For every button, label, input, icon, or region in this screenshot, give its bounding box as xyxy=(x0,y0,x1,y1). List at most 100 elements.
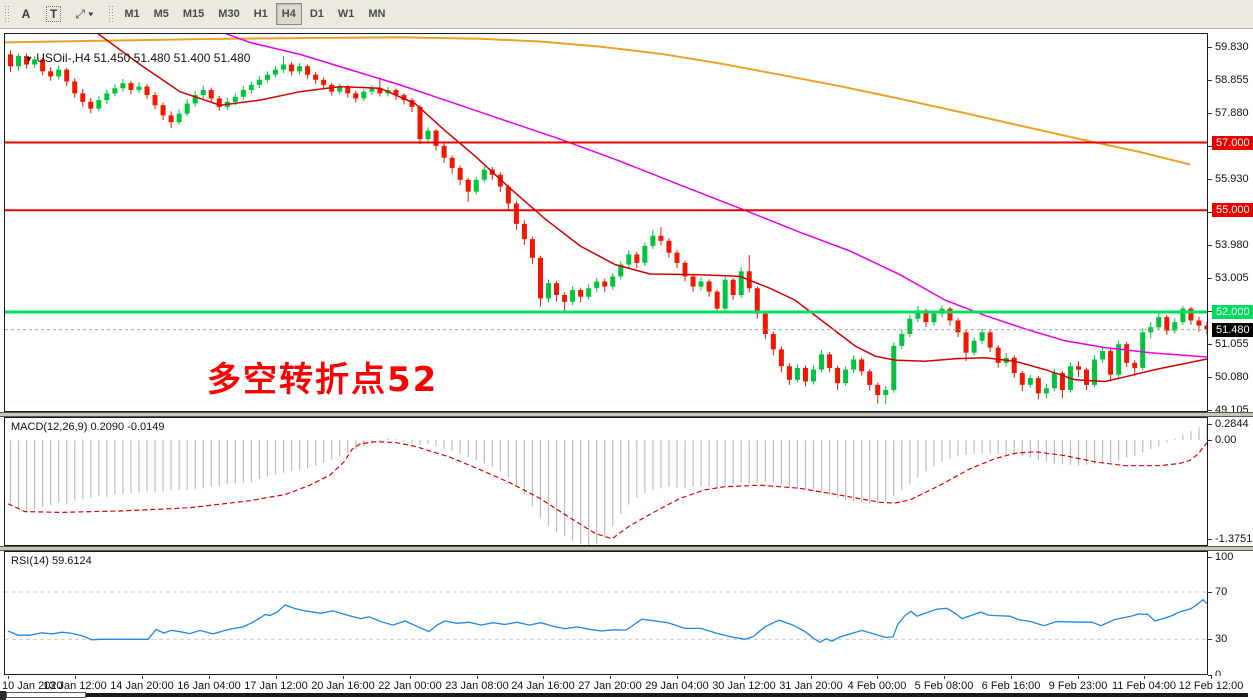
time-tick xyxy=(677,676,678,679)
time-label: 6 Feb 16:00 xyxy=(981,680,1041,692)
price-tick-label: 57.880 xyxy=(1215,107,1249,119)
price-tick-label: 53.005 xyxy=(1215,272,1249,284)
time-tick xyxy=(1078,676,1079,679)
price-tick-label: 55.930 xyxy=(1215,173,1249,185)
main-chart-panel[interactable]: ▼ USOil-,H4 51.450 51.480 51.400 51.480 xyxy=(4,33,1208,412)
time-tick xyxy=(944,676,945,679)
rsi-tick-label: 100 xyxy=(1215,551,1234,563)
macd-panel[interactable]: MACD(12,26,9) 0.2090 -0.0149 xyxy=(4,417,1208,546)
chart-title-text: USOil-,H4 51.450 51.480 51.400 51.480 xyxy=(36,51,251,65)
time-label: 11 Feb 04:00 xyxy=(1111,680,1177,692)
time-label: 5 Feb 08:00 xyxy=(914,680,974,692)
time-tick xyxy=(744,676,745,679)
price-badge-57.000: 57.000 xyxy=(1212,136,1253,150)
time-tick xyxy=(543,676,544,679)
toolbar-grip-2[interactable] xyxy=(108,4,114,24)
price-tick xyxy=(1208,80,1212,81)
rsi-canvas[interactable] xyxy=(5,552,1207,674)
panel-splitter-2[interactable] xyxy=(0,546,1253,551)
macd-histogram-layer xyxy=(9,423,1207,545)
time-label: 29 Jan 04:00 xyxy=(645,680,709,692)
macd-label: MACD(12,26,9) 0.2090 -0.0149 xyxy=(11,421,165,433)
time-label: 14 Jan 20:00 xyxy=(110,680,174,692)
price-tick xyxy=(1208,344,1212,345)
time-tick xyxy=(343,676,344,679)
time-label: 31 Jan 20:00 xyxy=(779,680,843,692)
time-tick xyxy=(1011,676,1012,679)
timeframe-toolbar: M1 M5 M15 M30 H1 H4 D1 W1 MN xyxy=(117,3,392,25)
time-tick xyxy=(8,676,9,679)
macd-canvas[interactable] xyxy=(5,418,1207,545)
time-tick xyxy=(276,676,277,679)
rsi-tick xyxy=(1208,592,1212,593)
price-tick-label: 58.855 xyxy=(1215,74,1249,86)
macd-tick xyxy=(1208,424,1212,425)
timeframe-button-w1[interactable]: W1 xyxy=(337,8,355,20)
time-tick xyxy=(209,676,210,679)
timeframe-button-m15[interactable]: M15 xyxy=(182,8,205,20)
timeframe-button-h1[interactable]: H1 xyxy=(253,8,268,20)
price-tick-label: 53.980 xyxy=(1215,239,1249,251)
time-tick xyxy=(75,676,76,679)
timeframe-button-h4[interactable]: H4 xyxy=(275,3,302,25)
text-label-icon: T xyxy=(46,6,62,22)
arrows-dropdown-button[interactable]: ⤢ ▾ xyxy=(75,6,94,21)
price-tick xyxy=(1208,245,1212,246)
macd-tick-label: 0.00 xyxy=(1215,434,1237,446)
time-tick xyxy=(1211,676,1212,679)
rsi-label: RSI(14) 59.6124 xyxy=(11,555,92,567)
time-label: 4 Feb 00:00 xyxy=(847,680,907,692)
time-label: 27 Jan 20:00 xyxy=(578,680,642,692)
toolbar-grip[interactable] xyxy=(4,4,9,24)
price-tick xyxy=(1208,146,1212,147)
time-tick xyxy=(877,676,878,679)
time-label: 13 Jan 12:00 xyxy=(43,680,107,692)
symbol-dropdown-icon[interactable]: ▼ xyxy=(24,54,34,64)
panel-splitter-1[interactable] xyxy=(0,412,1253,417)
time-label: 16 Jan 04:00 xyxy=(177,680,241,692)
price-tick xyxy=(1208,377,1212,378)
ma-slow-orange xyxy=(5,36,1191,166)
price-tick-label: 50.080 xyxy=(1215,371,1249,383)
time-tick xyxy=(477,676,478,679)
time-label: 17 Jan 12:00 xyxy=(244,680,308,692)
rsi-tick xyxy=(1208,639,1212,640)
price-tick xyxy=(1208,278,1212,279)
timeframe-button-m5[interactable]: M5 xyxy=(153,8,169,20)
macd-tick xyxy=(1208,440,1212,441)
timeframe-button-d1[interactable]: D1 xyxy=(309,8,324,20)
macd-tick-label: -1.3751 xyxy=(1215,533,1253,545)
rsi-panel[interactable]: RSI(14) 59.6124 xyxy=(4,551,1208,675)
timeframe-button-m30[interactable]: M30 xyxy=(218,8,240,20)
price-tick xyxy=(1208,47,1212,48)
text-label-button[interactable]: T xyxy=(40,3,67,25)
time-label: 20 Jan 16:00 xyxy=(311,680,375,692)
time-tick xyxy=(142,676,143,679)
price-tick-label: 59.830 xyxy=(1215,41,1249,53)
price-tick xyxy=(1208,212,1212,213)
time-tick xyxy=(1144,676,1145,679)
rsi-axis[interactable]: 100 70 30 0 xyxy=(1208,551,1253,681)
scrollbar-corner xyxy=(0,691,6,700)
rsi-tick-label: 70 xyxy=(1215,586,1228,598)
time-label: 24 Jan 16:00 xyxy=(511,680,575,692)
time-label: 30 Jan 12:00 xyxy=(712,680,776,692)
scrollbar-track[interactable] xyxy=(6,692,86,698)
price-tick-label: 51.055 xyxy=(1215,338,1249,350)
macd-axis[interactable]: 0.2844 0.00 -1.3751 xyxy=(1208,417,1253,546)
rsi-tick-label: 0 xyxy=(1215,669,1222,681)
timeframe-button-m1[interactable]: M1 xyxy=(124,8,140,20)
time-label: 10 Jan 2020 xyxy=(2,680,63,692)
scrollbar-thumb[interactable] xyxy=(86,693,1248,697)
chart-annotation-text[interactable]: 多空转折点52 xyxy=(207,360,439,400)
main-chart-canvas[interactable] xyxy=(5,34,1207,411)
insert-text-button[interactable]: A xyxy=(21,7,31,21)
price-tick xyxy=(1208,179,1212,180)
price-axis[interactable]: 59.830 58.855 57.880 56.905 55.930 54.95… xyxy=(1208,33,1253,416)
timeframe-button-mn[interactable]: MN xyxy=(368,8,386,20)
toolbar: A T ⤢ ▾ M1 M5 M15 M30 H1 H4 D1 W1 MN xyxy=(0,0,1253,29)
time-label: 12 Feb 12:00 xyxy=(1178,680,1244,692)
rsi-tick-label: 30 xyxy=(1215,633,1228,645)
horizontal-scrollbar[interactable] xyxy=(0,691,1253,700)
